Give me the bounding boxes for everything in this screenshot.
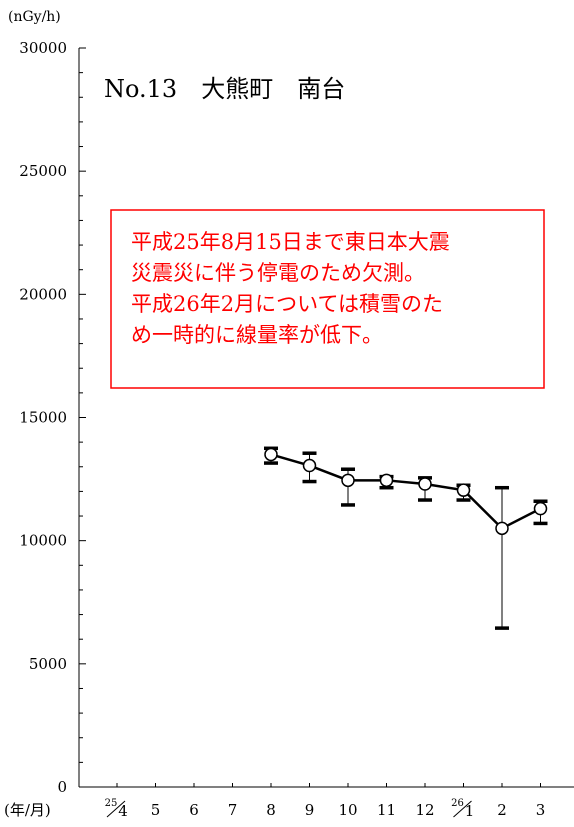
x-tick-label: 8 (266, 801, 276, 819)
x-tick-label-year: 25 (105, 798, 118, 809)
data-point (341, 473, 355, 488)
data-point (495, 521, 509, 536)
x-tick-label: 26 1 (451, 798, 474, 820)
y-tick-label: 5000 (29, 655, 67, 673)
y-tick-label: 20000 (19, 285, 67, 303)
y-axis-ticks: 0 5000 10000 15000 20000 25000 30000 (19, 39, 86, 796)
note-border (110, 209, 545, 389)
error-bar (495, 485, 509, 630)
x-tick-label: 12 (415, 801, 434, 819)
y-axis-unit-label: (nGy/h) (8, 9, 61, 25)
note-line-1: 平成25年8月15日まで東日本大震 (131, 230, 450, 254)
x-tick-label: 2 (497, 801, 507, 819)
note-line-4: め一時的に線量率が低下。 (131, 323, 383, 347)
series-group (264, 446, 548, 630)
x-tick-label: 11 (377, 801, 396, 819)
y-tick-label: 10000 (19, 532, 67, 550)
y-tick-label: 15000 (19, 409, 67, 427)
chart-title: No.13 大熊町 南台 (104, 75, 345, 103)
x-tick-label: 7 (228, 801, 238, 819)
x-tick-label-month: 4 (118, 802, 128, 820)
note-line-3: 平成26年2月については積雪のた (131, 292, 443, 316)
x-tick-label-slash (453, 800, 472, 818)
x-axis-ticks: 25 4 5 6 7 8 9 10 11 12 26 1 2 3 (105, 783, 546, 820)
x-tick-label-year: 26 (451, 798, 464, 809)
x-tick-label: 25 4 (105, 798, 128, 820)
data-point (456, 483, 471, 497)
x-tick-label: 5 (151, 801, 161, 819)
data-point (533, 501, 548, 516)
x-tick-label-slash (106, 800, 126, 818)
note-line-2: 災震災に伴う停電のため欠測。 (131, 261, 425, 285)
x-tick-label: 9 (305, 801, 315, 819)
y-tick-label: 0 (57, 778, 67, 796)
series-line (270, 453, 542, 530)
data-point (264, 447, 278, 462)
y-tick-label: 25000 (19, 162, 67, 180)
x-tick-label-month: 1 (465, 802, 475, 820)
x-tick-label: 6 (189, 801, 199, 819)
note-box: 平成25年8月15日まで東日本大震 災震災に伴う停電のため欠測。 平成26年2月… (110, 209, 545, 389)
data-point (379, 473, 394, 488)
data-point (302, 458, 317, 473)
axes (78, 48, 574, 788)
y-tick-label: 30000 (19, 39, 67, 57)
x-tick-label: 10 (338, 801, 357, 819)
x-axis-unit-label: (年/月) (4, 801, 51, 819)
data-point (418, 477, 432, 491)
x-tick-label: 3 (536, 801, 546, 819)
